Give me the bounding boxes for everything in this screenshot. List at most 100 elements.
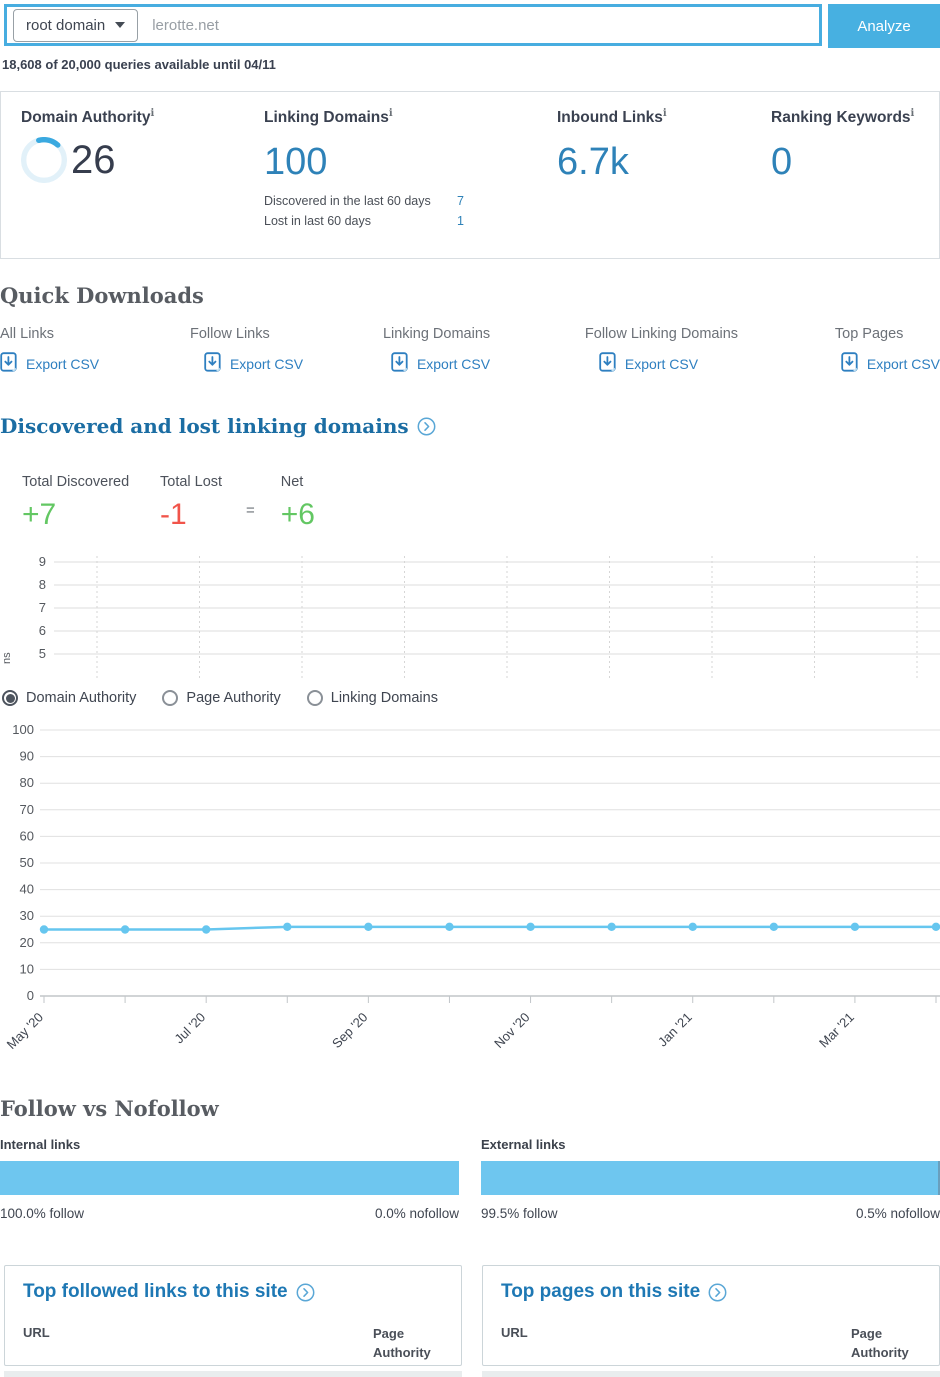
search-input[interactable] <box>138 16 819 34</box>
external-links-col: External links 99.5% follow 0.5% nofollo… <box>481 1137 940 1221</box>
follow-segment <box>481 1161 938 1196</box>
bottom-cards: Top followed links to this site URL Page… <box>4 1265 940 1367</box>
download-col-top-pages: Top Pages Export CSV <box>835 326 940 376</box>
discovered-60d-value[interactable]: 7 <box>457 194 464 209</box>
page-authority-column-header: Page Authority <box>373 1326 431 1360</box>
svg-text:Jul '20: Jul '20 <box>171 1010 208 1047</box>
follow-segment <box>0 1161 459 1196</box>
svg-text:20: 20 <box>20 935 34 950</box>
external-follow-pct: 99.5% follow <box>481 1206 558 1222</box>
metric-linking-domains: Linking Domainsi 100 Discovered in the l… <box>264 108 557 228</box>
radio-icon <box>2 690 18 707</box>
svg-text:8: 8 <box>39 577 46 592</box>
net-value: +6 <box>280 498 315 532</box>
metric-label: Linking Domains <box>264 109 389 127</box>
discovered-lost-header[interactable]: Discovered and lost linking domains <box>0 414 940 438</box>
chevron-down-icon <box>115 22 126 28</box>
export-csv-icon <box>599 352 617 376</box>
chevron-circle-icon <box>708 1283 727 1302</box>
discovered-lost-chart: 9 8 7 6 5 ns <box>1 554 940 679</box>
radio-icon <box>162 690 179 707</box>
svg-text:90: 90 <box>20 749 34 764</box>
internal-links-col: Internal links 100.0% follow 0.0% nofoll… <box>0 1137 459 1221</box>
page-authority-column-header: Page Authority <box>851 1326 909 1360</box>
export-csv-follow-linking-domains[interactable]: Export CSV <box>599 352 835 376</box>
svg-text:Sep '20: Sep '20 <box>329 1010 370 1051</box>
follow-nofollow-grid: Internal links 100.0% follow 0.0% nofoll… <box>0 1137 940 1221</box>
export-csv-icon <box>204 352 222 376</box>
export-csv-follow-links[interactable]: Export CSV <box>204 352 383 376</box>
stat-net: Net +6 <box>280 474 315 532</box>
top-pages-title[interactable]: Top pages on this site <box>501 1281 921 1303</box>
top-pages-card: Top pages on this site URL Page Authorit… <box>482 1265 940 1367</box>
svg-text:Mar '21: Mar '21 <box>816 1010 857 1051</box>
lost-60d-row: Lost in last 60 days 1 <box>264 214 464 228</box>
internal-links-bar <box>0 1161 459 1196</box>
info-icon[interactable]: i <box>910 108 915 119</box>
discovered-60d-row: Discovered in the last 60 days 7 <box>264 194 464 208</box>
export-csv-all-links[interactable]: Export CSV <box>0 352 190 376</box>
svg-text:70: 70 <box>20 802 34 817</box>
top-followed-links-title[interactable]: Top followed links to this site <box>23 1281 443 1303</box>
lost-60d-value[interactable]: 1 <box>457 214 464 229</box>
svg-text:10: 10 <box>20 962 34 977</box>
search-bar: root domain Analyze <box>4 4 940 48</box>
total-discovered-value: +7 <box>22 498 57 532</box>
export-csv-icon <box>841 352 859 376</box>
info-icon[interactable]: i <box>150 108 155 119</box>
nofollow-segment <box>937 1161 940 1196</box>
radio-linking-domains[interactable]: Linking Domains <box>306 690 438 707</box>
radio-page-authority[interactable]: Page Authority <box>162 690 281 707</box>
download-col-follow-linking-domains: Follow Linking Domains Export CSV <box>585 326 835 376</box>
metric-inbound-links: Inbound Linksi 6.7k <box>557 108 771 228</box>
metric-ranking-keywords: Ranking Keywordsi 0 <box>771 108 939 228</box>
svg-text:40: 40 <box>20 882 34 897</box>
analyze-button[interactable]: Analyze <box>828 4 940 48</box>
domain-authority-value: 26 <box>71 137 116 182</box>
svg-text:100: 100 <box>12 722 34 737</box>
external-links-bar <box>481 1161 940 1196</box>
svg-text:6: 6 <box>39 623 46 638</box>
svg-text:30: 30 <box>20 908 34 923</box>
top-followed-links-card: Top followed links to this site URL Page… <box>4 1265 462 1367</box>
svg-text:80: 80 <box>20 775 34 790</box>
quota-text: 18,608 of 20,000 queries available until… <box>2 57 276 72</box>
follow-nofollow-title: Follow vs Nofollow <box>0 1096 219 1122</box>
domain-authority-gauge <box>21 137 67 184</box>
svg-text:Nov '20: Nov '20 <box>491 1010 532 1051</box>
svg-text:60: 60 <box>20 829 34 844</box>
download-col-linking-domains: Linking Domains Export CSV <box>383 326 585 376</box>
svg-text:9: 9 <box>39 554 46 569</box>
radio-icon <box>306 690 323 707</box>
external-links-label: External links <box>481 1137 566 1153</box>
metric-label: Ranking Keywords <box>771 109 911 127</box>
svg-text:ns: ns <box>1 652 13 664</box>
svg-text:0: 0 <box>27 988 34 1003</box>
stat-total-discovered: Total Discovered +7 <box>22 474 160 532</box>
metric-label: Domain Authority <box>21 109 151 127</box>
info-icon[interactable]: i <box>662 108 667 119</box>
linking-domains-value: 100 <box>264 141 328 184</box>
url-column-header: URL <box>23 1325 50 1341</box>
metric-label: Inbound Links <box>557 109 663 127</box>
metric-domain-authority: Domain Authorityi 26 <box>21 108 264 228</box>
scope-dropdown[interactable]: root domain <box>13 8 139 42</box>
url-column-header: URL <box>501 1325 528 1341</box>
truncated-row <box>4 1371 462 1377</box>
quick-downloads-title: Quick Downloads <box>0 283 204 309</box>
radio-domain-authority[interactable]: Domain Authority <box>2 690 136 707</box>
export-csv-linking-domains[interactable]: Export CSV <box>391 352 585 376</box>
internal-follow-pct: 100.0% follow <box>0 1206 85 1222</box>
info-icon[interactable]: i <box>388 108 393 119</box>
export-csv-icon <box>391 352 409 376</box>
discovered-lost-title: Discovered and lost linking domains <box>0 414 409 439</box>
total-lost-value: -1 <box>160 498 187 532</box>
truncated-rows <box>4 1371 940 1377</box>
export-csv-top-pages[interactable]: Export CSV <box>841 352 940 376</box>
download-col-follow-links: Follow Links Export CSV <box>190 326 383 376</box>
quick-downloads-row: All Links Export CSV Follow Links Export… <box>0 326 940 376</box>
svg-text:5: 5 <box>39 646 46 661</box>
svg-text:Jan '21: Jan '21 <box>655 1010 695 1050</box>
svg-text:7: 7 <box>39 600 46 615</box>
svg-text:50: 50 <box>20 855 34 870</box>
